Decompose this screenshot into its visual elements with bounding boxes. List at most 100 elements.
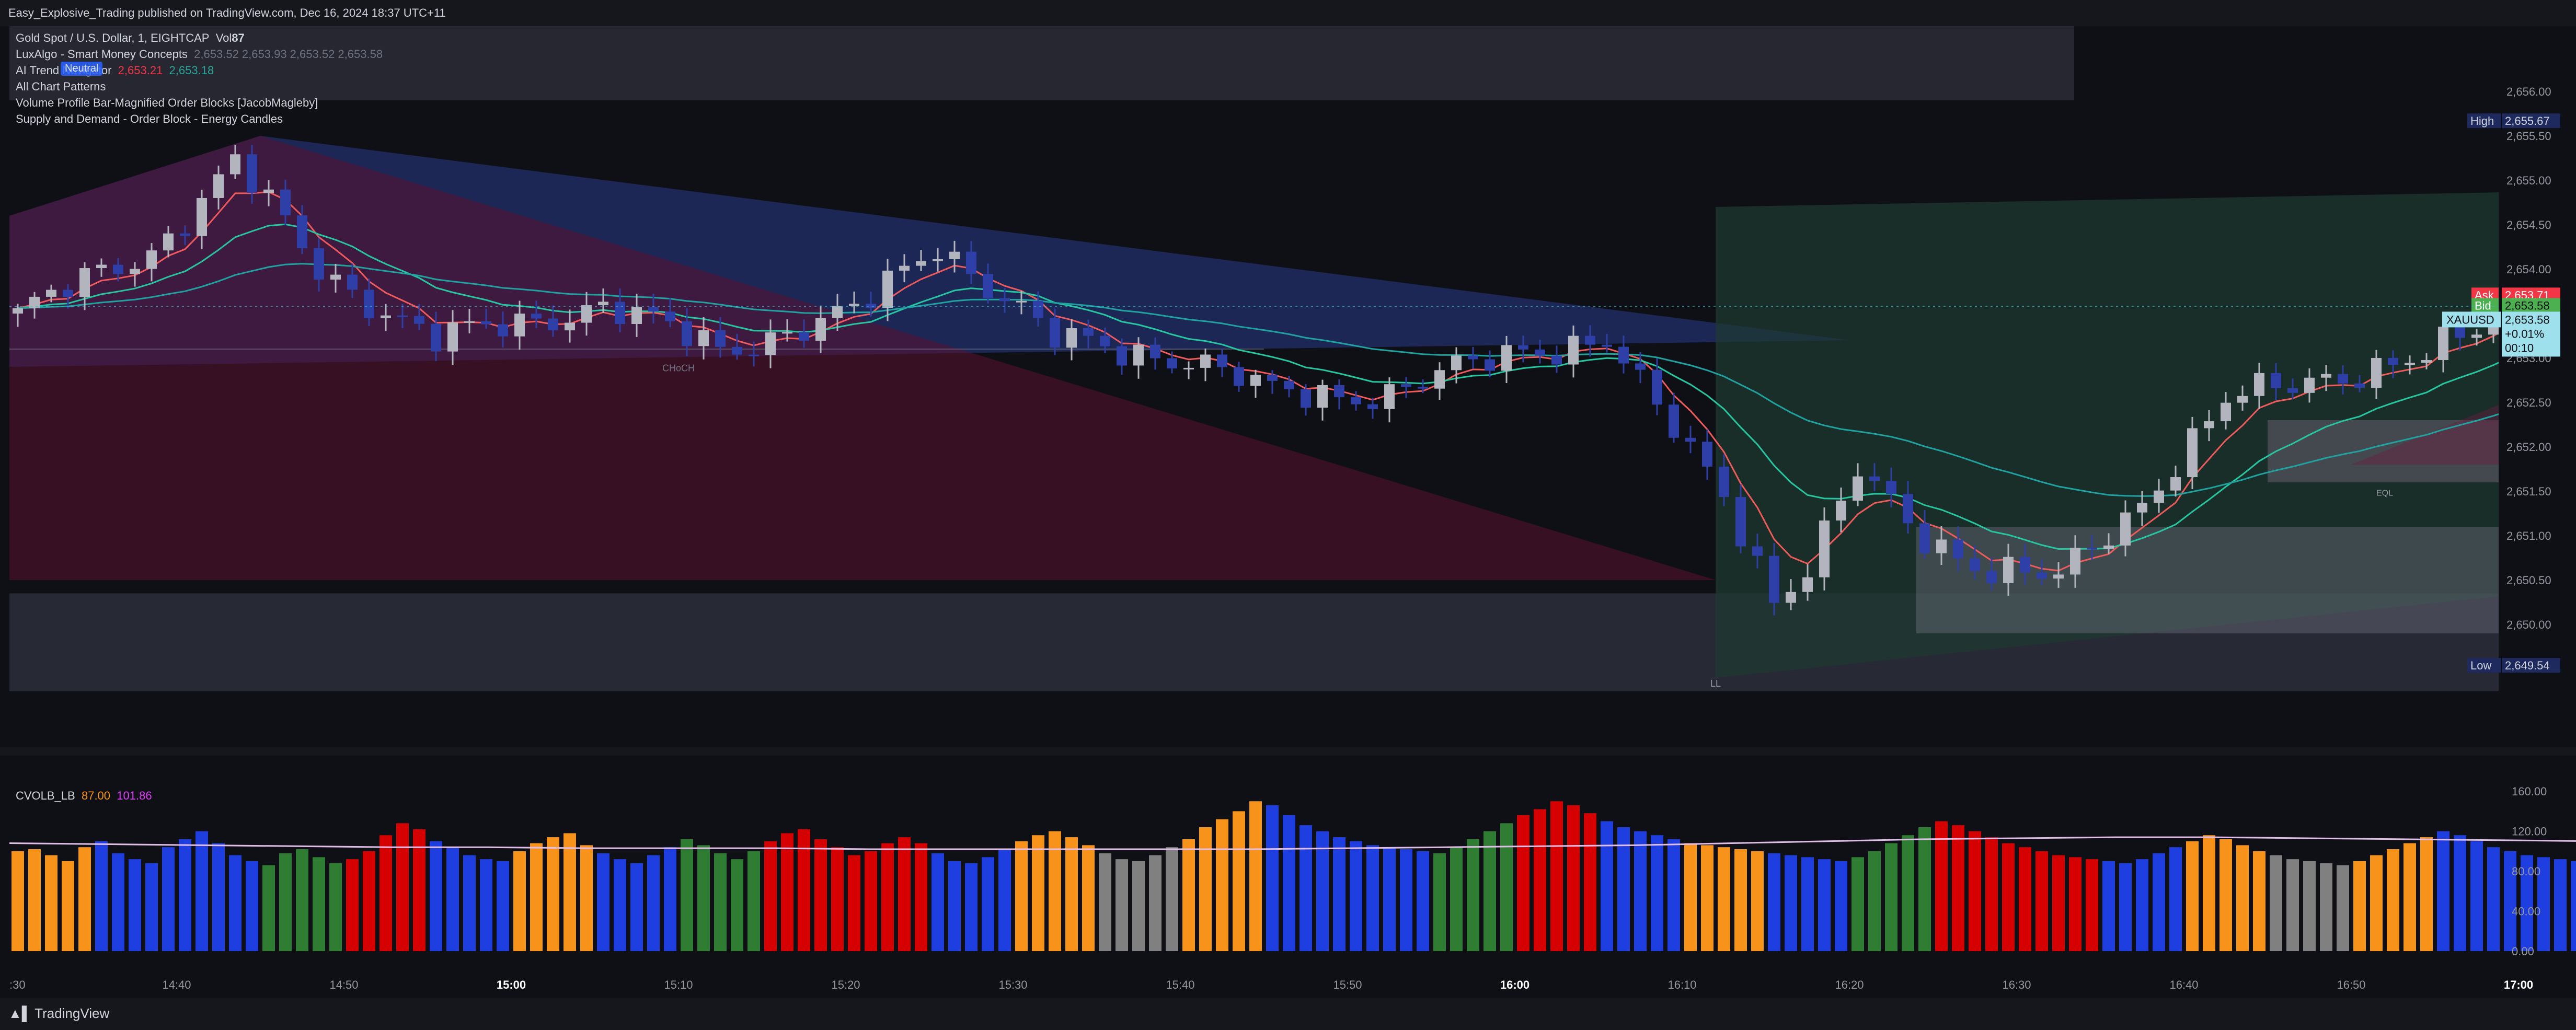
candle-body <box>1117 346 1127 366</box>
price-tick-label: 2,654.00 <box>2506 263 2551 276</box>
volume-bar <box>915 843 927 951</box>
legend-indicator-patterns[interactable]: All Chart Patterns <box>16 80 106 94</box>
volume-bar <box>1433 853 1446 951</box>
volume-bar <box>2554 859 2567 951</box>
candle-body <box>1953 539 1963 559</box>
volume-bar <box>28 849 41 951</box>
volume-bar <box>1082 845 1095 951</box>
candle-body <box>330 274 341 280</box>
volume-bar <box>1216 819 1228 951</box>
candle-body <box>63 290 73 297</box>
legend-indicator-name: All Chart Patterns <box>16 80 106 93</box>
volume-bar <box>1283 815 1295 951</box>
legend-value-pink: 101.86 <box>117 789 152 802</box>
candle-body <box>1853 476 1863 501</box>
legend-indicator-smc[interactable]: LuxAlgo - Smart Money Concepts 2,653.52 … <box>16 48 383 61</box>
bid-value: 2,653.58 <box>2505 299 2550 312</box>
volume-tick-label: 40.00 <box>2512 905 2540 918</box>
volume-bar <box>229 855 242 951</box>
volume-bar <box>2487 847 2500 951</box>
candle-body <box>1585 335 1595 345</box>
volume-bar <box>2303 861 2316 951</box>
candle-body <box>46 290 56 297</box>
volume-bar <box>2387 849 2399 951</box>
tradingview-logo[interactable]: ▲▌ TradingView <box>8 1005 109 1022</box>
legend-indicator-supply-demand[interactable]: Supply and Demand - Order Block - Energy… <box>16 112 283 126</box>
candle-body <box>2321 374 2331 378</box>
volume-axis[interactable]: 160.00 120.00 80.00 40.00 0.00 <box>2512 785 2547 958</box>
volume-bar <box>2504 851 2516 951</box>
chart-canvas[interactable]: Rising WedgeTop 2BOSBOSPremiumWeak HighC… <box>0 26 2576 998</box>
volume-bar <box>2521 855 2533 951</box>
volume-bar <box>1383 847 1396 951</box>
current-price: 2,653.58 <box>2505 313 2550 326</box>
volume-bar <box>597 853 610 951</box>
candle-body <box>1451 355 1462 371</box>
candle-body <box>498 324 508 337</box>
volume-bar <box>212 843 225 951</box>
volume-bar <box>1617 827 1630 951</box>
legend-indicator-volume-profile[interactable]: Volume Profile Bar-Magnified Order Block… <box>16 96 318 110</box>
tradingview-logo-icon: ▲▌ <box>8 1005 32 1021</box>
volume-bar <box>1099 853 1111 951</box>
volume-bar <box>1316 831 1329 951</box>
volume-bar <box>2036 851 2048 951</box>
legend-volume-indicator[interactable]: CVOLB_LB 87.00 101.86 <box>16 789 152 803</box>
legend-indicator-name: CVOLB_LB <box>16 789 75 802</box>
volume-bar <box>1734 849 1747 951</box>
candle-body <box>933 259 943 261</box>
candle-body <box>1200 354 1211 368</box>
volume-bar <box>965 863 978 951</box>
candle-body <box>314 248 324 280</box>
header-bar: Easy_Explosive_Trading published on Trad… <box>0 0 2576 26</box>
candle-body <box>1033 300 1043 318</box>
price-axis[interactable]: 2,656.00 2,655.50 2,655.00 2,654.50 2,654.00… <box>9 26 2576 747</box>
volume-bar <box>2119 863 2132 951</box>
candle-body <box>799 332 809 341</box>
volume-bar <box>2236 845 2249 951</box>
volume-bar <box>2454 835 2466 951</box>
candle-body <box>1183 367 1194 369</box>
price-tick-label: 2,655.00 <box>2506 174 2551 187</box>
candle-body <box>1334 385 1344 398</box>
volume-bar <box>1467 839 1479 951</box>
candle-body <box>732 346 742 355</box>
price-tick-label: 2,650.50 <box>2506 574 2551 587</box>
order-block-upper <box>2268 420 2499 482</box>
eql-label: EQL <box>2376 489 2393 498</box>
volume-bar <box>2437 831 2450 951</box>
candle-body <box>849 304 859 306</box>
candle-body <box>749 354 759 356</box>
volume-bar <box>1835 861 1847 951</box>
volume-bar <box>1785 855 1797 951</box>
candle-body <box>197 198 207 236</box>
candle-body <box>2154 490 2164 503</box>
candle-body <box>2103 545 2114 549</box>
volume-bar <box>1116 859 1128 951</box>
volume-bar <box>748 851 760 951</box>
candle-body <box>1719 466 1729 497</box>
volume-bar <box>480 859 492 951</box>
time-axis[interactable]: :30 14:40 14:50 15:00 15:10 15:20 15:30 15:40 15… <box>9 978 2576 991</box>
candle-body <box>832 306 843 318</box>
volume-bar <box>681 839 693 951</box>
slow-trend-line <box>17 263 2576 497</box>
candle-body <box>916 261 926 266</box>
volume-bar <box>998 849 1011 951</box>
candle-body <box>1786 592 1796 603</box>
candle-body <box>765 332 776 355</box>
volume-bar <box>781 833 794 951</box>
price-tick-label: 2,654.50 <box>2506 218 2551 232</box>
volume-bar <box>2253 851 2266 951</box>
time-tick-label: 14:40 <box>162 978 191 991</box>
candle-body <box>1267 375 1278 381</box>
low-label: Low <box>2470 659 2491 672</box>
time-tick-label: 16:20 <box>1835 978 1864 991</box>
candle-body <box>2237 396 2248 403</box>
candle-body <box>447 322 458 352</box>
candle-body <box>1836 501 1846 521</box>
volume-bar <box>1918 827 1931 951</box>
legend-symbol-row[interactable]: Gold Spot / U.S. Dollar, 1, EIGHTCAP Vol… <box>16 31 245 45</box>
legend-indicator-ai-trend[interactable]: AI Trend Navigator 2,653.21 2,653.18 Neu… <box>16 62 214 77</box>
price-tick-label: 2,652.50 <box>2506 396 2551 409</box>
